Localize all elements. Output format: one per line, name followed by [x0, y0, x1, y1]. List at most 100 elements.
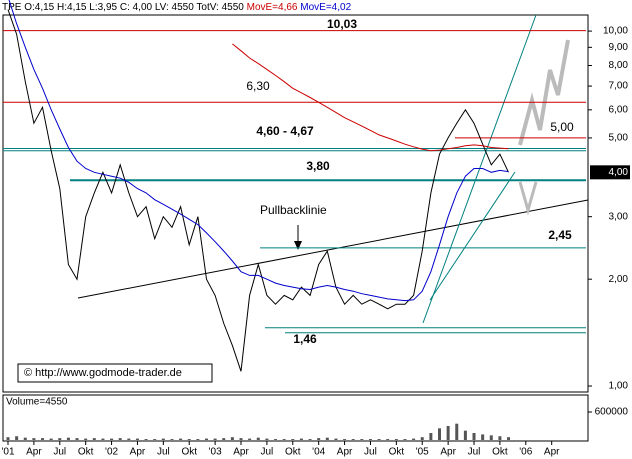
- volume-bar: [41, 438, 45, 440]
- volume-bar: [179, 438, 183, 440]
- volume-bar: [6, 437, 10, 440]
- volume-bar: [196, 439, 200, 440]
- volume-bar: [66, 437, 70, 440]
- current-price-label: 4,00: [609, 167, 629, 178]
- series-line: [8, 0, 509, 302]
- volume-bar: [23, 437, 27, 440]
- volume-bar: [118, 438, 122, 440]
- y-tick-label: 7,00: [609, 81, 629, 92]
- x-tick-label: Okt: [389, 447, 405, 458]
- volume-label: Volume=4550: [6, 397, 68, 408]
- forecast-path: [518, 181, 538, 216]
- volume-bar: [110, 438, 114, 440]
- volume-bar: [386, 439, 390, 440]
- volume-bar: [213, 438, 217, 440]
- volume-bar: [222, 438, 226, 440]
- volume-bar: [343, 439, 347, 440]
- volume-bar: [58, 438, 62, 440]
- x-tick-label: '02: [105, 447, 118, 458]
- volume-bar: [49, 438, 53, 440]
- volume-bar: [463, 430, 467, 440]
- x-tick-label: Apr: [337, 447, 353, 458]
- volume-bar: [256, 437, 260, 440]
- volume-bar: [472, 433, 476, 440]
- x-tick-label: Okt: [181, 447, 197, 458]
- volume-bar: [412, 438, 416, 440]
- x-tick-label: Jul: [157, 447, 170, 458]
- volume-bar: [75, 438, 79, 440]
- volume-bar: [187, 439, 191, 440]
- volume-bar: [127, 438, 131, 440]
- series-line: [232, 43, 509, 152]
- x-tick-label: '06: [519, 447, 532, 458]
- level-label: 5,00: [550, 120, 574, 134]
- volume-bar: [368, 439, 372, 440]
- y-tick-label: 1,00: [609, 381, 629, 392]
- volume-bar: [325, 437, 329, 440]
- current-price-box: [590, 165, 630, 180]
- x-tick-label: Jul: [53, 447, 66, 458]
- y-tick-label: 5,00: [609, 133, 629, 144]
- x-tick-label: Okt: [492, 447, 508, 458]
- volume-bar: [135, 438, 139, 440]
- volume-bar: [153, 439, 157, 440]
- level-label: 6,30: [246, 79, 270, 93]
- volume-bar: [32, 438, 36, 440]
- header-text: TPE O:4,15 H:4,15 L:3,95 C: 4,00 LV: 455…: [2, 2, 352, 13]
- x-tick-label: Apr: [233, 447, 249, 458]
- forecast-path: [518, 39, 570, 146]
- volume-bar: [265, 438, 269, 440]
- volume-bar: [438, 428, 441, 440]
- volume-bar: [507, 437, 511, 440]
- y-tick-label: 10,00: [603, 26, 628, 37]
- volume-bar: [15, 436, 19, 440]
- level-label: 10,03: [327, 17, 357, 31]
- volume-bar: [446, 426, 450, 440]
- x-tick-label: '04: [312, 447, 325, 458]
- plot-frame: [2, 14, 589, 393]
- annotation: Pullbacklinie: [260, 203, 327, 217]
- copyright: © http://www.godmode-trader.de: [24, 367, 182, 379]
- copyright-box: [17, 363, 213, 383]
- x-tick-label: Jul: [261, 447, 274, 458]
- volume-bar: [429, 433, 433, 440]
- volume-bar: [394, 439, 398, 440]
- y-tick-label: 3,00: [609, 211, 629, 222]
- volume-bar: [489, 435, 493, 440]
- x-tick-label: '03: [209, 447, 222, 458]
- volume-bar: [455, 423, 459, 440]
- x-tick-label: Apr: [26, 447, 42, 458]
- level-label: 2,45: [548, 228, 572, 242]
- x-tick-label: Jul: [364, 447, 377, 458]
- x-tick-label: Apr: [544, 447, 560, 458]
- volume-bar: [282, 439, 286, 440]
- level-label: 4,60 - 4,67: [256, 124, 314, 138]
- volume-bar: [274, 439, 278, 440]
- volume-bar: [317, 438, 321, 440]
- y-tick-label: 9,00: [609, 42, 629, 53]
- x-tick-label: Apr: [130, 447, 146, 458]
- volume-bar: [144, 439, 148, 440]
- header-ohlc: TPE O:4,15 H:4,15 L:3,95 C: 4,00 LV: 455…: [2, 2, 244, 13]
- volume-bar: [351, 439, 355, 440]
- volume-bar: [239, 438, 243, 440]
- volume-bar: [299, 438, 303, 440]
- volume-bar: [101, 438, 105, 440]
- header-ma2: MovE=4,02: [300, 2, 351, 13]
- level-label: 1,46: [293, 332, 317, 346]
- volume-bar: [92, 438, 96, 440]
- volume-bar: [481, 434, 485, 440]
- x-tick-label: Okt: [285, 447, 301, 458]
- pullback-arrow-head: [294, 241, 302, 250]
- x-tick-label: Jul: [468, 447, 481, 458]
- volume-bar: [403, 439, 407, 440]
- pullback-line: [77, 199, 589, 299]
- x-tick-label: '05: [416, 447, 429, 458]
- volume-bar: [498, 436, 502, 440]
- y-tick-label: 6,00: [609, 104, 629, 115]
- trend-line: [429, 171, 516, 301]
- x-tick-label: '01: [1, 447, 14, 458]
- volume-bar: [204, 438, 208, 440]
- volume-bar: [248, 438, 252, 440]
